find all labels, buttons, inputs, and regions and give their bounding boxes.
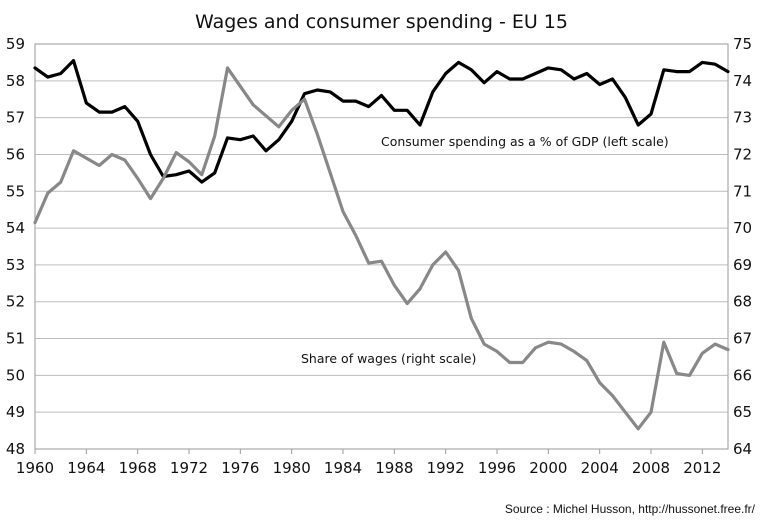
left-tick-label: 51 [6,330,25,348]
x-tick-label: 1996 [478,459,516,477]
x-tick-label: 1984 [324,459,362,477]
x-tick-label: 2004 [581,459,619,477]
annotation-consumer-spending: Consumer spending as a % of GDP (left sc… [381,134,669,149]
x-tick-label: 2012 [683,459,721,477]
left-tick-label: 54 [6,219,25,237]
x-tick-label: 1992 [427,459,465,477]
left-tick-label: 52 [6,293,25,311]
right-tick-label: 70 [733,219,752,237]
annotation-share-of-wages: Share of wages (right scale) [301,351,476,366]
x-tick-label: 2008 [632,459,670,477]
x-tick-label: 1968 [119,459,157,477]
x-tick-label: 1976 [221,459,259,477]
x-tick-label: 1960 [16,459,54,477]
right-tick-label: 68 [733,293,752,311]
series-layer [33,58,730,431]
right-tick-label: 64 [733,440,752,458]
left-tick-label: 57 [6,109,25,127]
x-tick-label: 2000 [529,459,567,477]
x-tick-label: 1964 [67,459,105,477]
left-tick-label: 55 [6,182,25,200]
x-tick-label: 1980 [273,459,311,477]
right-y-axis: 64 65 66 67 68 69 70 71 72 73 74 75 [733,35,752,458]
x-axis: 1960 1964 1968 1972 1976 1980 1984 1988 1992 1996… [16,449,721,477]
x-tick-label: 1988 [375,459,413,477]
right-tick-label: 67 [733,330,752,348]
series-line-consumer-spending [33,58,730,184]
right-tick-label: 75 [733,35,752,53]
left-tick-label: 56 [6,145,25,163]
annotations: Consumer spending as a % of GDP (left sc… [301,134,669,366]
left-tick-label: 48 [6,440,25,458]
right-tick-label: 74 [733,72,752,90]
left-tick-label: 49 [6,403,25,421]
grid-lines [35,43,728,450]
right-tick-label: 65 [733,403,752,421]
left-y-axis: 48 49 50 51 52 53 54 55 56 57 58 59 [6,35,25,458]
x-tick-label: 1972 [170,459,208,477]
chart-title: Wages and consumer spending - EU 15 [195,11,568,33]
source-credit: Source : Michel Husson, http://hussonet.… [505,502,756,516]
right-tick-label: 72 [733,145,752,163]
right-tick-label: 71 [733,182,752,200]
left-tick-label: 53 [6,256,25,274]
left-tick-label: 50 [6,366,25,384]
series-line-share-of-wages [33,66,730,431]
left-tick-label: 58 [6,72,25,90]
right-tick-label: 66 [733,366,752,384]
plot-frame [34,43,729,450]
right-tick-label: 69 [733,256,752,274]
right-tick-label: 73 [733,109,752,127]
left-tick-label: 59 [6,35,25,53]
